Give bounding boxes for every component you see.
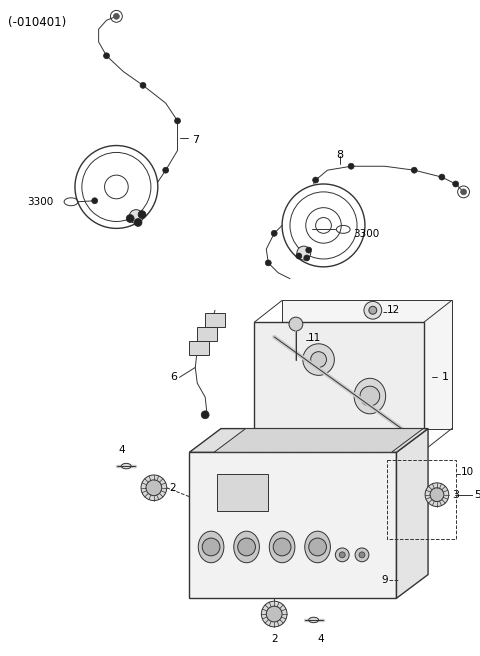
Bar <box>217 474 268 512</box>
Text: 6: 6 <box>170 373 178 382</box>
Ellipse shape <box>198 531 224 563</box>
Circle shape <box>453 181 458 187</box>
Circle shape <box>140 83 146 89</box>
Bar <box>205 313 225 327</box>
Circle shape <box>138 211 146 218</box>
Circle shape <box>296 253 302 259</box>
Text: 7: 7 <box>192 134 200 145</box>
Polygon shape <box>396 428 428 598</box>
Circle shape <box>297 246 311 260</box>
Circle shape <box>113 13 120 19</box>
Circle shape <box>364 301 382 319</box>
Polygon shape <box>214 428 423 452</box>
Ellipse shape <box>354 379 385 414</box>
Ellipse shape <box>269 531 295 563</box>
Circle shape <box>104 53 109 59</box>
Circle shape <box>439 174 445 180</box>
Circle shape <box>411 167 417 173</box>
Text: 3: 3 <box>452 489 459 500</box>
Text: 1: 1 <box>442 373 449 382</box>
Text: 3300: 3300 <box>28 197 54 207</box>
Circle shape <box>311 352 326 367</box>
Circle shape <box>141 475 167 501</box>
Circle shape <box>304 255 310 261</box>
Circle shape <box>430 488 444 502</box>
Circle shape <box>271 230 277 236</box>
Text: 5: 5 <box>474 489 480 500</box>
Circle shape <box>175 118 180 124</box>
Circle shape <box>273 538 291 556</box>
Text: 3300: 3300 <box>353 230 379 239</box>
Circle shape <box>336 548 349 562</box>
Text: 11: 11 <box>308 333 321 343</box>
Ellipse shape <box>305 531 330 563</box>
Circle shape <box>201 411 209 419</box>
Circle shape <box>126 215 134 222</box>
Polygon shape <box>190 428 428 452</box>
Circle shape <box>92 198 97 204</box>
Circle shape <box>360 386 380 406</box>
Circle shape <box>289 317 303 331</box>
Circle shape <box>355 548 369 562</box>
Ellipse shape <box>309 617 319 623</box>
Circle shape <box>146 480 162 496</box>
Text: 2: 2 <box>169 483 176 493</box>
Circle shape <box>312 177 319 183</box>
Circle shape <box>369 306 377 314</box>
Circle shape <box>129 210 143 224</box>
Circle shape <box>309 538 326 556</box>
Bar <box>386 460 456 539</box>
Text: 4: 4 <box>318 634 324 644</box>
Text: 4: 4 <box>118 445 125 455</box>
Circle shape <box>266 606 282 622</box>
Circle shape <box>306 247 312 253</box>
Circle shape <box>359 552 365 558</box>
Bar <box>282 300 452 428</box>
Text: 8: 8 <box>336 150 344 161</box>
Circle shape <box>238 538 255 556</box>
Text: 10: 10 <box>461 467 474 477</box>
Polygon shape <box>190 452 396 598</box>
Ellipse shape <box>121 463 131 469</box>
Text: 12: 12 <box>386 305 400 316</box>
Bar <box>254 322 424 450</box>
Circle shape <box>134 218 142 226</box>
Ellipse shape <box>234 531 259 563</box>
Circle shape <box>303 344 335 375</box>
Bar <box>190 341 209 355</box>
Text: 2: 2 <box>271 634 277 644</box>
Circle shape <box>348 163 354 169</box>
Circle shape <box>265 260 271 266</box>
Circle shape <box>262 601 287 627</box>
Circle shape <box>339 552 345 558</box>
Bar <box>197 327 217 341</box>
Circle shape <box>202 538 220 556</box>
Text: 9: 9 <box>382 575 388 586</box>
Circle shape <box>425 483 449 506</box>
Circle shape <box>461 189 467 195</box>
Circle shape <box>163 167 168 173</box>
Text: (-010401): (-010401) <box>8 16 66 30</box>
